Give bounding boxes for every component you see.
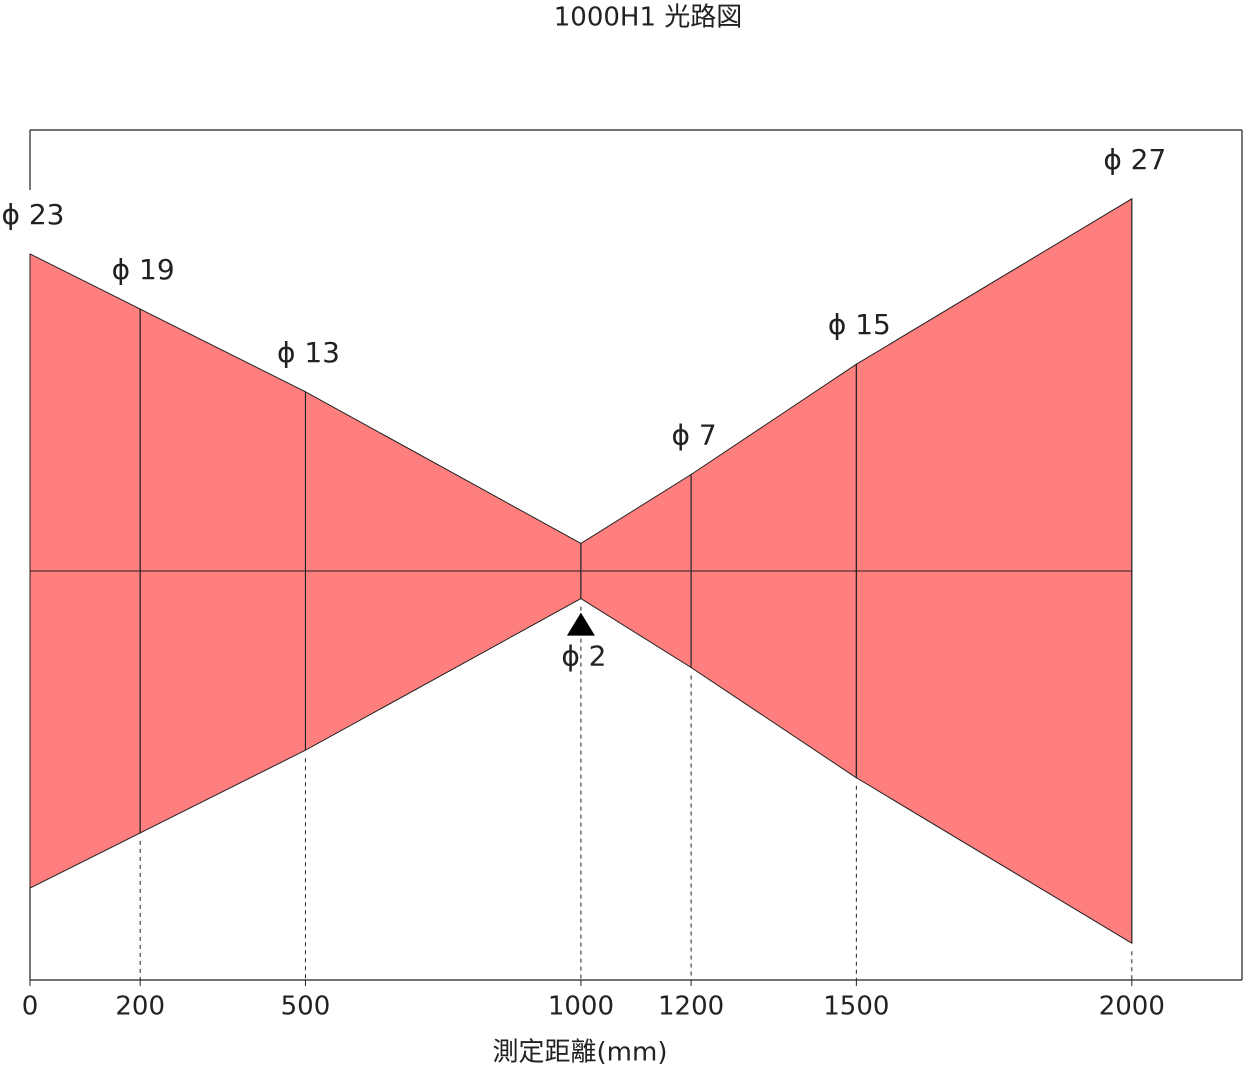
x-tick-label: 1200 — [658, 992, 724, 1022]
value-label: ϕ 13 — [277, 336, 340, 369]
x-tick-label: 500 — [281, 992, 331, 1022]
frame — [29, 129, 1243, 981]
x-tick-label: 200 — [115, 992, 165, 1022]
value-label: ϕ 7 — [671, 419, 716, 452]
x-tick-label: 0 — [22, 992, 39, 1022]
x-axis-label: 測定距離(mm) — [493, 1038, 668, 1068]
value-label: ϕ 15 — [828, 308, 891, 341]
value-label: ϕ 19 — [112, 253, 175, 286]
x-tick-label: 1500 — [823, 992, 889, 1022]
x-tick-label: 2000 — [1099, 992, 1165, 1022]
value-label: ϕ 23 — [2, 198, 65, 231]
value-label: ϕ 2 — [561, 640, 606, 673]
focus-marker — [566, 612, 595, 636]
chart-title: 1000H1 光路図 — [554, 3, 743, 33]
value-label: ϕ 27 — [1103, 143, 1166, 176]
x-tick-label: 1000 — [548, 992, 614, 1022]
